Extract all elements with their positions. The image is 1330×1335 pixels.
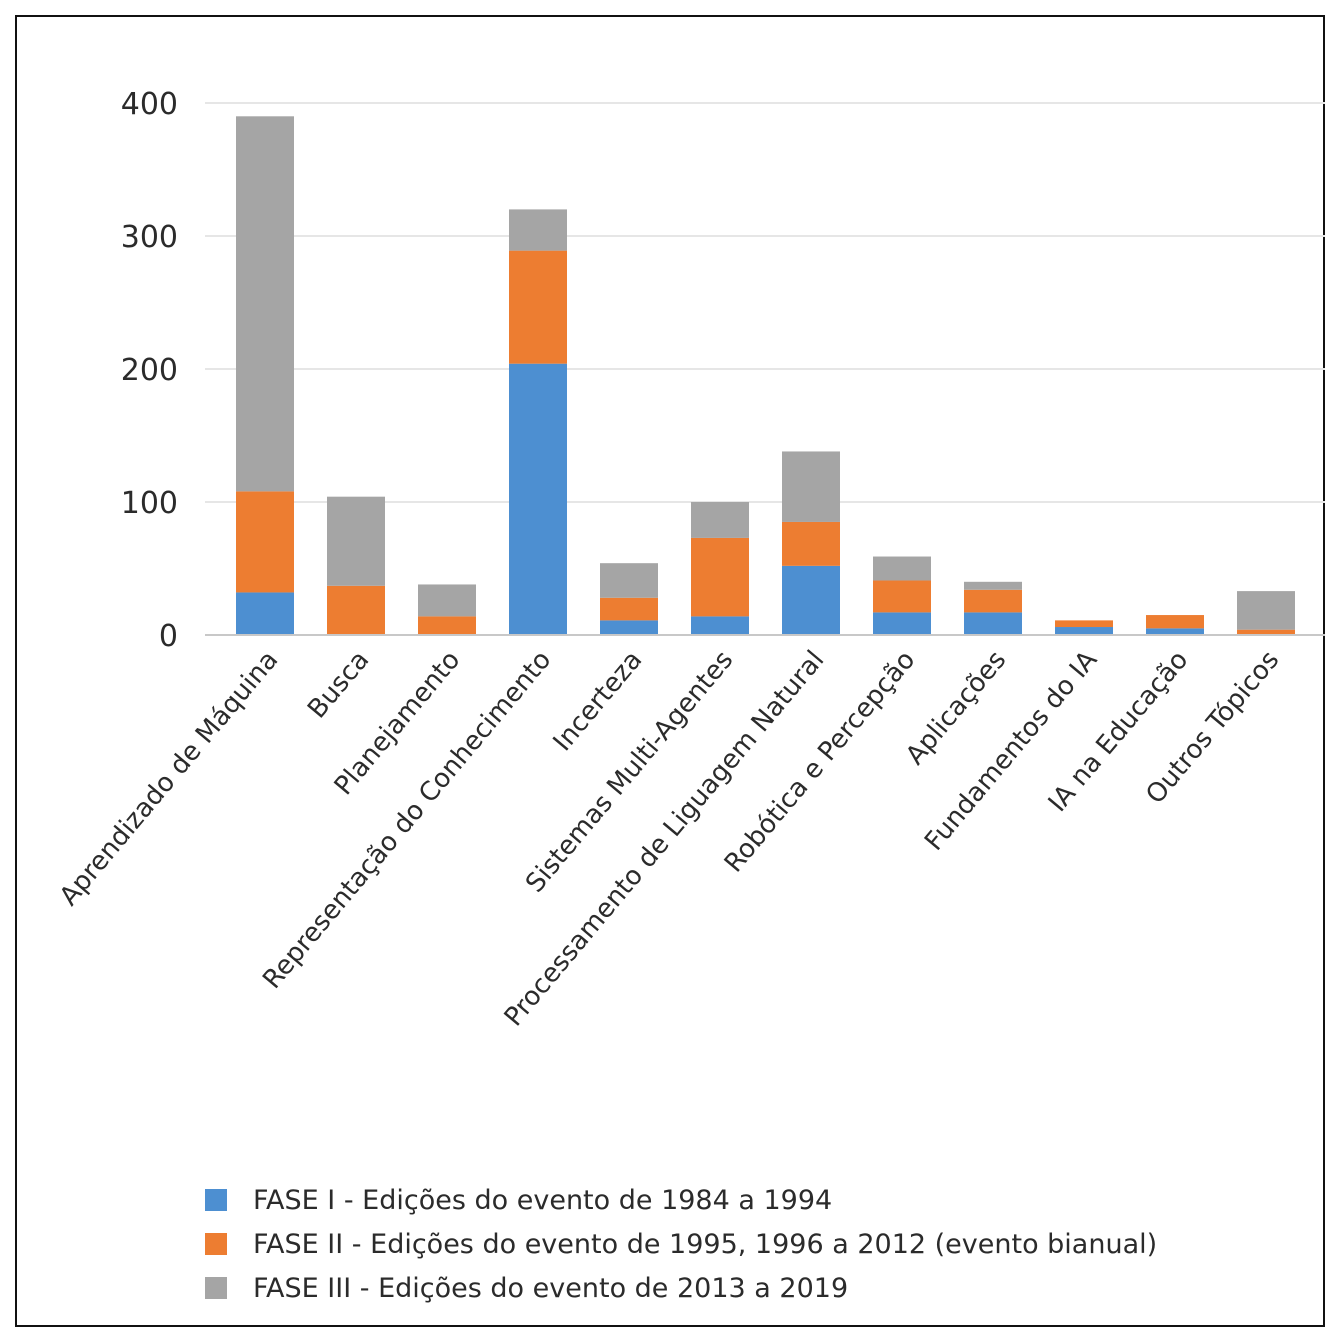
bar-segment-fase-3 [236,116,294,492]
legend-item-fase-1: FASE I - Edições do evento de 1984 a 199… [205,1178,1157,1222]
bar-segment-fase-2 [236,491,294,593]
bar-segment-fase-3 [1237,591,1295,630]
bar-segment-fase-1 [873,612,931,635]
bar-segment-fase-2 [691,537,749,617]
bar-segment-fase-3 [509,209,567,251]
y-axis-ticks: 0 100 200 300 400 [121,87,178,654]
legend-swatch-fase-2 [205,1233,227,1255]
bar-segment-fase-3 [782,451,840,522]
bar-segment-fase-3 [964,581,1022,590]
bar-segment-fase-1 [1146,628,1204,635]
stacked-bar-chart: 0 100 200 300 400 Aprendizado de Máquina Busc… [54,87,1325,1032]
bar-segment-fase-2 [327,585,385,635]
bar-segment-fase-1 [1055,627,1113,635]
bar-segment-fase-2 [782,521,840,566]
bar-segment-fase-2 [509,250,567,364]
y-tick-label: 300 [121,220,178,255]
bar-segment-fase-2 [1146,615,1204,629]
bar-segment-fase-2 [418,616,476,635]
legend-label-fase-2: FASE II - Edições do evento de 1995, 199… [253,1228,1158,1260]
y-tick-label: 100 [121,486,178,521]
bar-segment-fase-1 [236,592,294,635]
x-category-label: Robótica e Percepção [719,645,921,878]
x-category-label: Incerteza [548,645,649,757]
bars [236,116,1295,635]
bar-segment-fase-3 [600,563,658,598]
y-tick-label: 0 [159,619,178,654]
legend-swatch-fase-1 [205,1189,227,1211]
legend-label-fase-3: FASE III - Edições do evento de 2013 a 2… [253,1272,849,1304]
legend-item-fase-3: FASE III - Edições do evento de 2013 a 2… [205,1266,1157,1310]
bar-segment-fase-3 [327,496,385,586]
bar-segment-fase-2 [600,597,658,621]
legend: FASE I - Edições do evento de 1984 a 199… [205,1178,1157,1310]
bar-segment-fase-3 [691,502,749,538]
bar-segment-fase-3 [873,556,931,581]
bar-segment-fase-1 [964,612,1022,635]
x-category-label: Fundamentos do IA [919,645,1103,857]
bar-segment-fase-2 [964,589,1022,613]
y-tick-label: 400 [121,87,178,122]
chart-frame [15,15,1325,1327]
bar-segment-fase-1 [691,616,749,635]
bar-segment-fase-1 [600,620,658,635]
bar-segment-fase-2 [873,580,931,613]
bar-segment-fase-3 [418,584,476,617]
x-category-label: Processamento de Liguagem Natural [499,645,831,1032]
x-axis-labels: Aprendizado de Máquina BuscaPlanejamentoR… [54,645,1285,1032]
legend-item-fase-2: FASE II - Edições do evento de 1995, 199… [205,1222,1157,1266]
bar-segment-fase-2 [1237,629,1295,635]
y-tick-label: 200 [121,353,178,388]
legend-swatch-fase-3 [205,1277,227,1299]
x-category-label: Busca [302,645,375,724]
bar-segment-fase-1 [782,565,840,635]
legend-label-fase-1: FASE I - Edições do evento de 1984 a 199… [253,1184,833,1216]
bar-segment-fase-1 [509,363,567,635]
bar-segment-fase-2 [1055,620,1113,628]
x-category-label: Aprendizado de Máquina [54,645,284,911]
gridlines [205,102,1325,503]
